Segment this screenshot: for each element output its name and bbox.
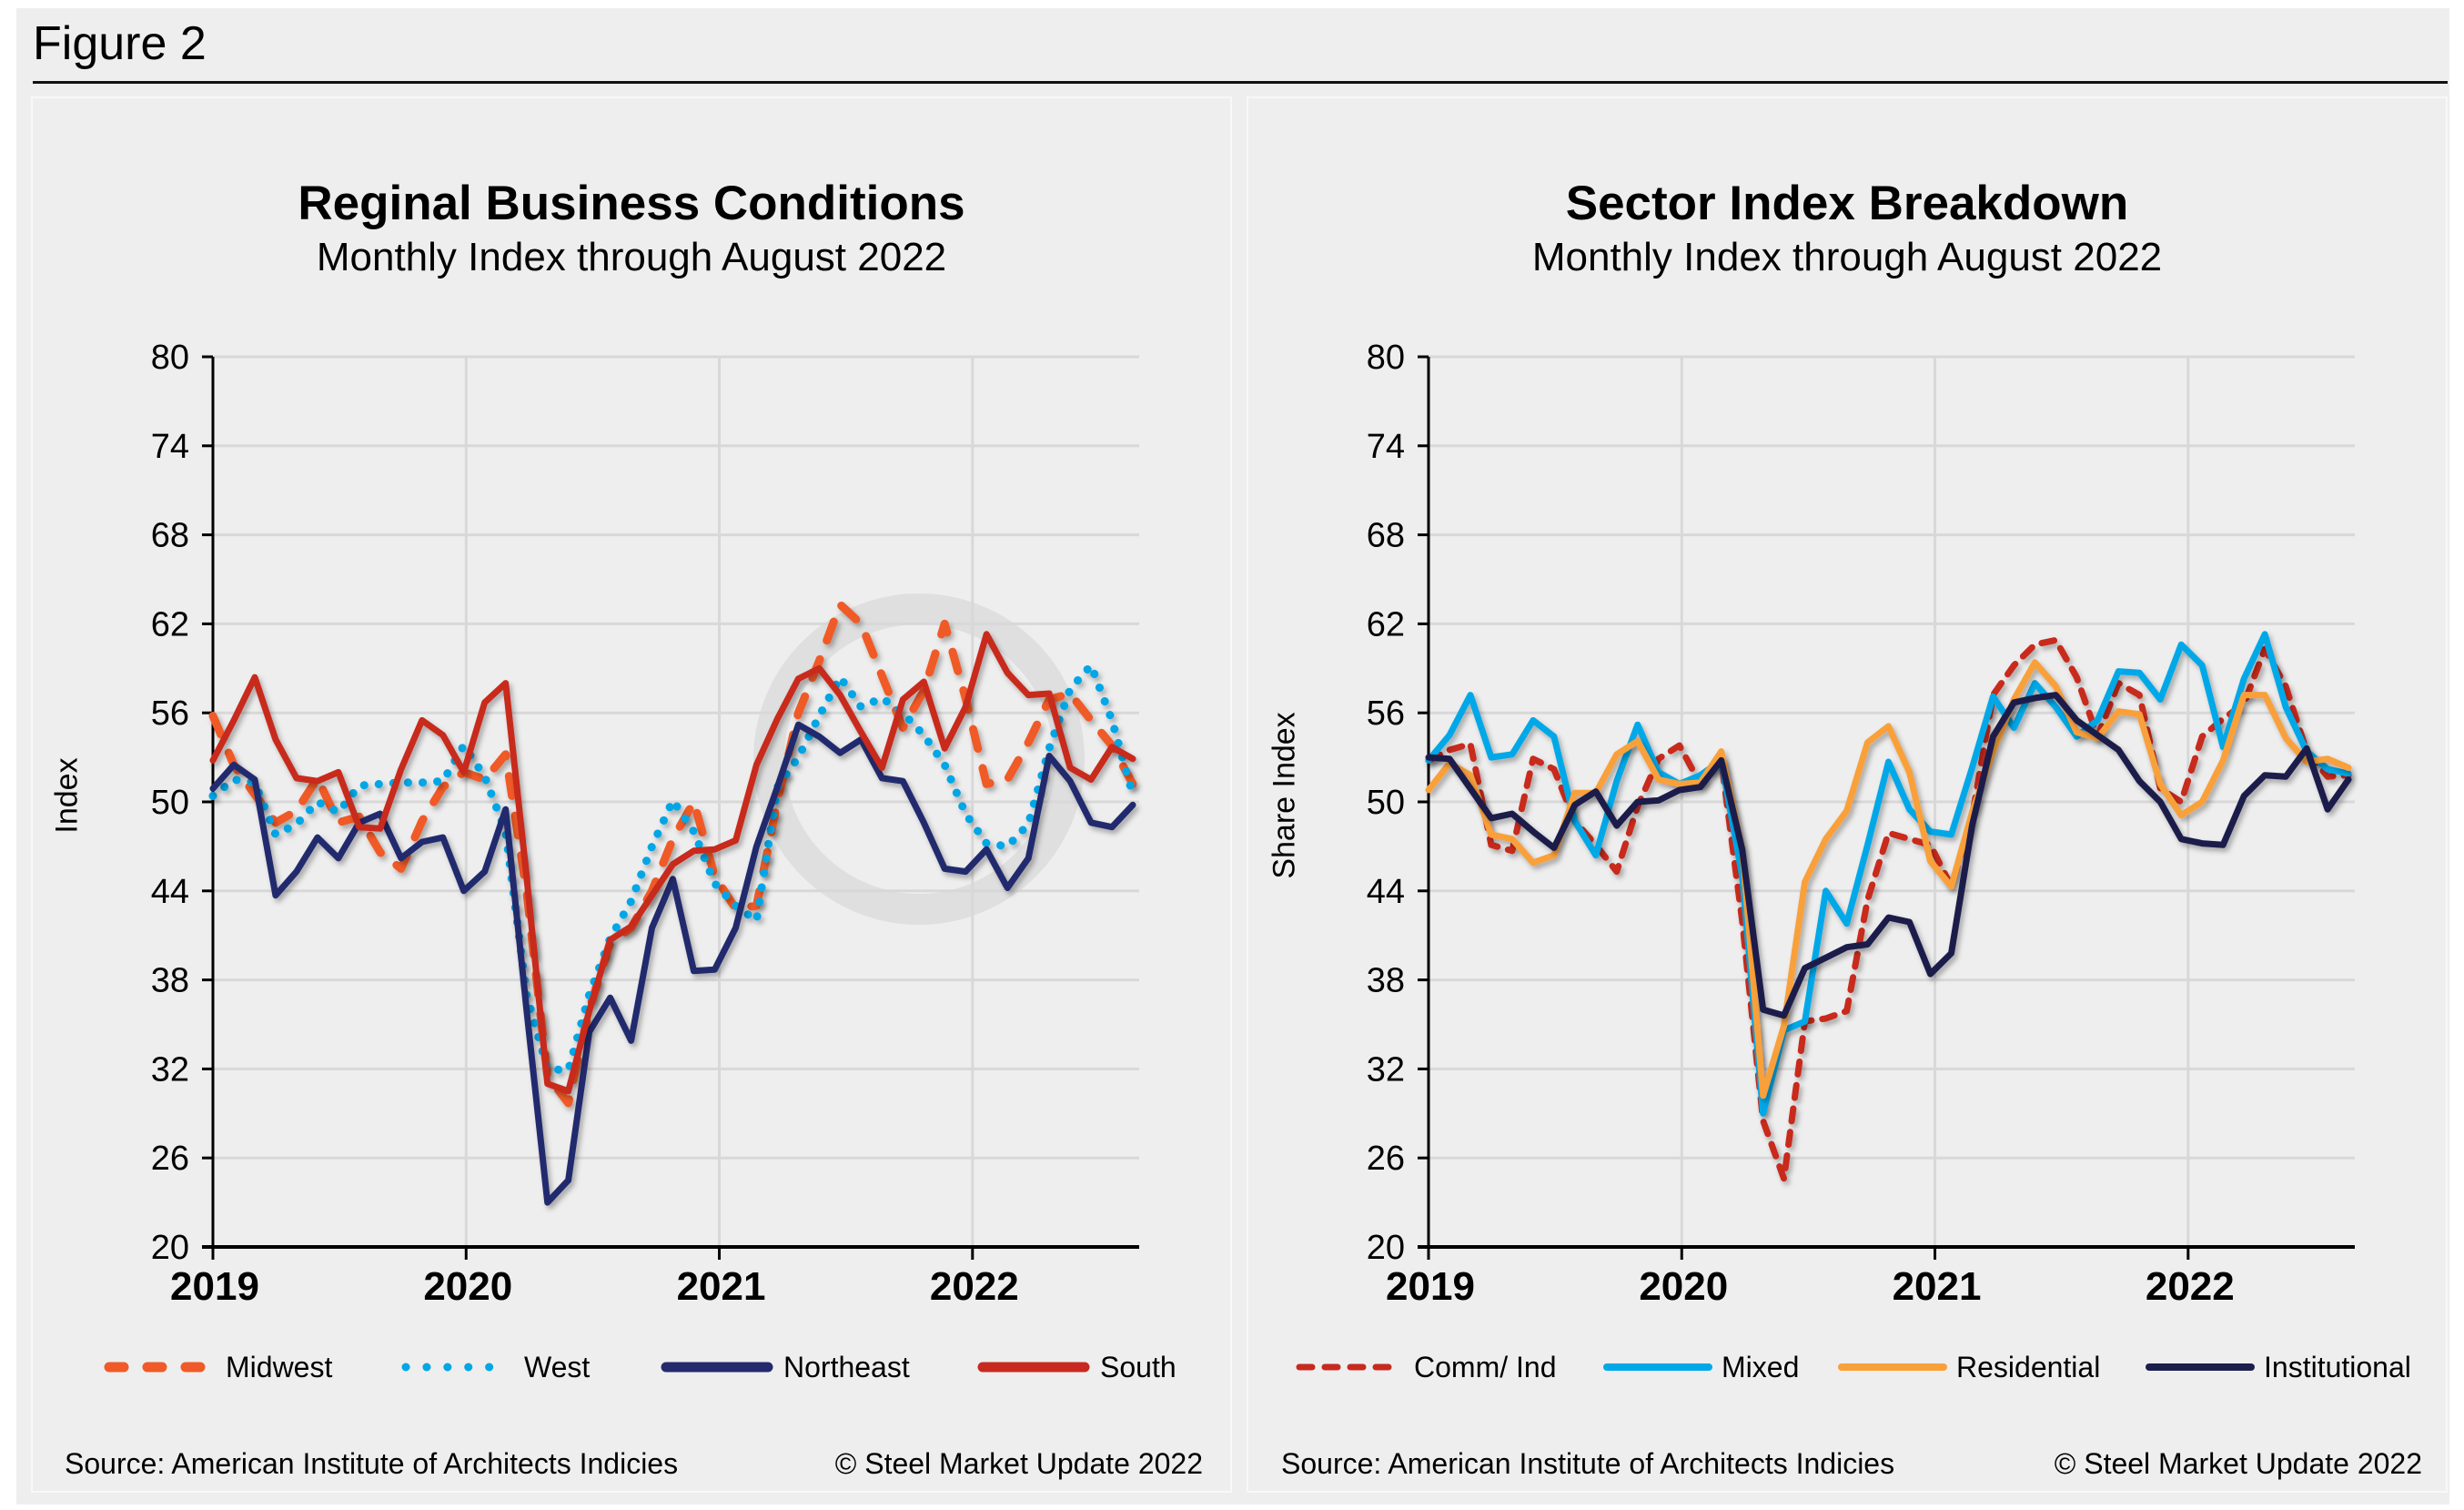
legend-swatch-west [401,1363,513,1372]
source-note: Source: American Institute of Architects… [65,1447,679,1480]
series-line-midwest [208,600,1137,1108]
series-line-institutional [1425,692,2352,1019]
chart-subtitle: Monthly Index through August 2022 [1531,235,2163,279]
y-tick-label: 56 [151,694,189,733]
y-tick-label: 44 [1367,873,1405,911]
y-tick-label: 56 [1367,694,1405,733]
y-tick-label: 68 [1367,517,1405,555]
sector-chart-plot: 20 26 32 38 44 50 56 62 68 74 80 2019 2020 2021 2022 [1367,339,2355,1309]
legend-label: Mixed [1722,1351,1800,1383]
series-line-west [208,661,1137,1075]
y-tick-label: 74 [1367,428,1405,466]
y-tick-label: 32 [151,1050,189,1089]
x-tick-label: 2021 [677,1264,766,1309]
legend-swatch-south [977,1362,1090,1373]
legend-swatch-northeast [661,1362,773,1373]
x-tick-label: 2022 [2146,1264,2235,1309]
y-tick-label: 38 [151,962,189,1000]
y-tick-label: 38 [1367,962,1405,1000]
x-tick-label: 2021 [1893,1264,1982,1309]
series-line-comm-ind [1425,636,2352,1182]
x-tick-label: 2022 [930,1264,1019,1309]
series-line-northeast [209,721,1136,1206]
y-tick-label: 26 [151,1140,189,1178]
copyright-note: © Steel Market Update 2022 [834,1447,1203,1480]
legend-label: Residential [1956,1351,2101,1383]
x-tick-label: 2019 [1386,1264,1475,1309]
legend-swatch-institutional [2146,1363,2255,1371]
y-tick-label: 44 [151,873,189,911]
legend-swatch-mixed [1603,1363,1712,1371]
legend-swatch-midwest [104,1362,213,1373]
legend-label: South [1100,1351,1176,1383]
y-tick-label: 62 [1367,605,1405,644]
copyright-note: © Steel Market Update 2022 [2054,1447,2422,1480]
legend-label: Northeast [783,1351,910,1383]
title-divider [33,81,2448,84]
y-tick-label: 20 [151,1229,189,1267]
y-tick-label: 26 [1367,1140,1405,1178]
chart-title: Sector Index Breakdown [1565,177,2129,230]
regional-chart-plot: 20 26 32 38 44 50 56 62 68 74 80 2019 2020 2021 2022 [151,339,1139,1309]
y-tick-label: 80 [1367,339,1405,377]
y-tick-label: 74 [151,428,189,466]
y-tick-label: 32 [1367,1050,1405,1089]
y-tick-label: 50 [1367,784,1405,822]
x-tick-label: 2020 [1639,1264,1728,1309]
y-tick-label: 68 [151,517,189,555]
legend-label: Midwest [226,1351,333,1383]
legend-label: Institutional [2264,1351,2411,1383]
legend-label: West [524,1351,591,1383]
legend: Midwest West Northeast South [33,1347,1230,1387]
legend-swatch-comm-ind [1296,1363,1405,1371]
x-tick-label: 2019 [170,1264,259,1309]
legend-label: Comm/ Ind [1414,1351,1557,1383]
legend-swatch-residential [1838,1363,1947,1371]
figure-title: Figure 2 [33,17,207,70]
y-tick-label: 50 [151,784,189,822]
source-note: Source: American Institute of Architects… [1281,1447,1895,1480]
y-tick-label: 80 [151,339,189,377]
chart-subtitle: Monthly Index through August 2022 [316,235,947,279]
legend: Comm/ Ind Mixed Residential Institutiona… [1248,1347,2446,1387]
series-line-residential [1425,659,2352,1100]
y-tick-label: 62 [151,605,189,644]
x-tick-label: 2020 [423,1264,512,1309]
series-line-south [209,631,1136,1095]
y-tick-label: 20 [1367,1229,1405,1267]
chart-title: Reginal Business Conditions [298,177,965,230]
series-line-mixed [1425,631,2352,1117]
